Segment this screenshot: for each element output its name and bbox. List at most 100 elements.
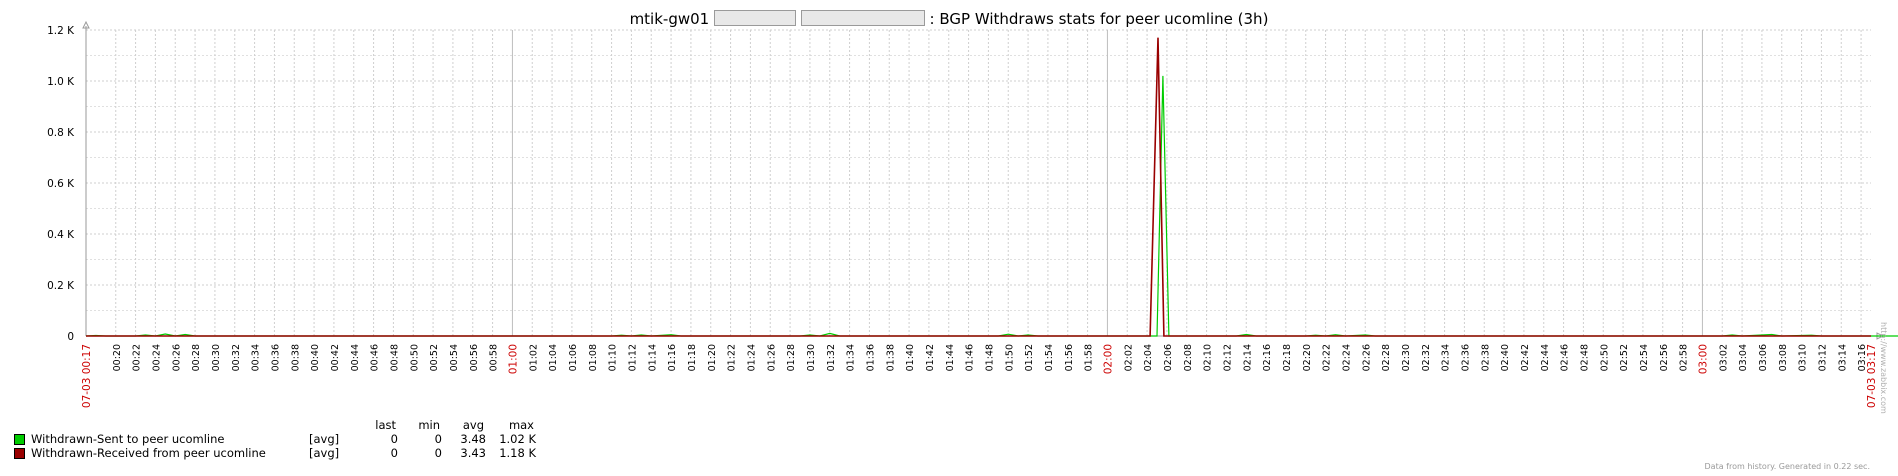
- legend-header-avg: avg: [462, 418, 484, 432]
- x-tick-label: 03:06: [1758, 344, 1769, 371]
- y-tick-label: 0.8 K: [47, 127, 75, 139]
- generation-note: Data from history. Generated in 0.22 sec…: [1704, 462, 1870, 471]
- legend-header-last: last: [375, 418, 396, 432]
- x-tick-label: 03:14: [1837, 344, 1848, 371]
- x-tick-label: 03:08: [1778, 344, 1789, 371]
- legend-func: [avg]: [309, 446, 340, 460]
- y-tick-label: 1.0 K: [47, 76, 75, 88]
- x-tick-label: 01:34: [846, 344, 857, 371]
- x-tick-label: 02:28: [1381, 344, 1392, 371]
- legend-swatch: [14, 433, 25, 445]
- x-tick-label: 01:46: [965, 344, 976, 371]
- x-tick-label: 02:38: [1480, 344, 1491, 371]
- x-tick-label: 00:32: [231, 344, 242, 371]
- x-tick-label: 03:16: [1857, 344, 1868, 371]
- x-tick-label: 01:22: [727, 344, 738, 371]
- x-tick-label: 00:34: [251, 344, 262, 371]
- x-tick-label: 02:06: [1163, 344, 1174, 371]
- graph-title: mtik-gw01 : BGP Withdraws stats for peer…: [0, 8, 1898, 30]
- legend-func: [avg]: [309, 432, 340, 446]
- x-tick-label: 02:00: [1102, 344, 1114, 374]
- x-tick-label: 02:56: [1659, 344, 1670, 371]
- x-tick-label: 02:50: [1599, 344, 1610, 371]
- x-tick-label: 03:02: [1718, 344, 1729, 371]
- x-tick-label: 02:26: [1361, 344, 1372, 371]
- y-tick-label: 0: [67, 331, 74, 343]
- y-axis-arrow: [82, 20, 90, 29]
- legend-avg: 3.48: [460, 432, 486, 446]
- x-tick-label: 02:20: [1302, 344, 1313, 371]
- y-tick-label: 0.2 K: [47, 280, 75, 292]
- x-tick-label: 02:22: [1322, 344, 1333, 371]
- redacted-box: [713, 10, 796, 26]
- x-tick-label: 00:40: [310, 344, 321, 371]
- x-tick-label: 00:28: [191, 344, 202, 371]
- legend-min: 0: [434, 432, 442, 446]
- x-tick-label: 00:24: [151, 344, 162, 371]
- graph-title-host: mtik-gw01: [629, 10, 710, 28]
- x-tick-label: 01:12: [627, 344, 638, 371]
- x-tick-label: 03:10: [1798, 344, 1809, 371]
- series-line-received: [86, 37, 1871, 337]
- legend-last: 0: [390, 432, 398, 446]
- x-tick-label: 00:50: [409, 344, 420, 371]
- legend-header-min: min: [418, 418, 440, 432]
- x-tick-label: 01:00: [507, 344, 519, 374]
- x-tick-label: 02:08: [1183, 344, 1194, 371]
- x-tick-label: 01:20: [707, 344, 718, 371]
- x-tick-label: 01:40: [905, 344, 916, 371]
- x-tick-label: 01:06: [568, 344, 579, 371]
- legend-row-sent: Withdrawn-Sent to peer ucomline [avg] 0 …: [14, 432, 536, 446]
- y-tick-label: 1.2 K: [47, 25, 75, 37]
- x-tick-label: 01:48: [984, 344, 995, 371]
- legend-max: 1.18 K: [499, 446, 536, 460]
- legend-last: 0: [390, 446, 398, 460]
- x-tick-label: 01:38: [885, 344, 896, 371]
- x-tick-label: 00:46: [370, 344, 381, 371]
- graph-title-suffix: : BGP Withdraws stats for peer ucomline …: [929, 10, 1269, 28]
- zabbix-watermark: http://www.zabbix.com: [1879, 322, 1888, 414]
- legend-header: last min avg max: [14, 418, 536, 432]
- x-tick-label: 02:04: [1143, 344, 1154, 371]
- x-tick-label: 00:44: [350, 344, 361, 371]
- legend-series-name: Withdrawn-Sent to peer ucomline: [31, 432, 225, 446]
- x-tick-label: 02:36: [1460, 344, 1471, 371]
- x-tick-label: 02:34: [1441, 344, 1452, 371]
- x-tick-label: 01:10: [608, 344, 619, 371]
- x-tick-label: 00:38: [290, 344, 301, 371]
- x-tick-label: 01:04: [548, 344, 559, 371]
- x-tick-label: 03:00: [1697, 344, 1709, 374]
- legend-avg: 3.43: [460, 446, 486, 460]
- x-tick-label: 02:10: [1203, 344, 1214, 371]
- x-start-label: 07-03 00:17: [81, 344, 93, 408]
- x-tick-label: 02:02: [1123, 344, 1134, 371]
- x-tick-label: 02:52: [1619, 344, 1630, 371]
- x-tick-label: 01:52: [1024, 344, 1035, 371]
- x-tick-label: 01:30: [806, 344, 817, 371]
- x-tick-label: 00:20: [112, 344, 123, 371]
- x-tick-label: 03:04: [1738, 344, 1749, 371]
- x-tick-label: 02:18: [1282, 344, 1293, 371]
- x-tick-label: 00:58: [489, 344, 500, 371]
- x-tick-label: 01:44: [945, 344, 956, 371]
- x-tick-label: 03:12: [1817, 344, 1828, 371]
- x-tick-label: 00:54: [449, 344, 460, 371]
- x-tick-label: 01:26: [766, 344, 777, 371]
- x-tick-label: 00:26: [171, 344, 182, 371]
- legend-swatch: [14, 447, 25, 459]
- x-tick-label: 01:24: [746, 344, 757, 371]
- x-tick-label: 01:58: [1084, 344, 1095, 371]
- x-tick-label: 02:32: [1421, 344, 1432, 371]
- x-tick-label: 00:42: [330, 344, 341, 371]
- x-tick-label: 02:40: [1500, 344, 1511, 371]
- x-tick-label: 02:54: [1639, 344, 1650, 371]
- x-tick-label: 01:02: [528, 344, 539, 371]
- x-tick-label: 01:28: [786, 344, 797, 371]
- x-tick-label: 01:36: [865, 344, 876, 371]
- legend-series-name: Withdrawn-Received from peer ucomline: [31, 446, 266, 460]
- x-tick-label: 02:42: [1520, 344, 1531, 371]
- series-line-sent: [85, 75, 1898, 337]
- x-tick-label: 01:42: [925, 344, 936, 371]
- redacted-box: [800, 10, 925, 26]
